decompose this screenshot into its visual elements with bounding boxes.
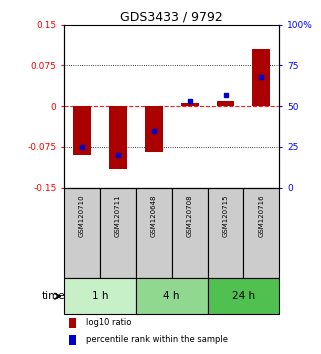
Bar bbox=[109, 106, 127, 169]
Bar bbox=[136, 278, 208, 314]
Text: 4 h: 4 h bbox=[163, 291, 180, 301]
Bar bbox=[145, 106, 163, 152]
Bar bbox=[100, 188, 136, 278]
Bar bbox=[243, 188, 279, 278]
Bar bbox=[68, 335, 76, 345]
Text: GSM120711: GSM120711 bbox=[115, 195, 121, 238]
Text: log10 ratio: log10 ratio bbox=[86, 319, 131, 327]
Bar bbox=[136, 188, 172, 278]
Bar bbox=[252, 49, 270, 106]
Text: 1 h: 1 h bbox=[92, 291, 108, 301]
Bar bbox=[172, 188, 208, 278]
Text: GSM120715: GSM120715 bbox=[222, 195, 229, 238]
Text: percentile rank within the sample: percentile rank within the sample bbox=[86, 336, 228, 344]
Text: time: time bbox=[41, 291, 65, 301]
Bar bbox=[73, 106, 91, 155]
Bar bbox=[217, 101, 234, 106]
Text: GSM120708: GSM120708 bbox=[187, 195, 193, 238]
Text: 24 h: 24 h bbox=[232, 291, 255, 301]
Bar bbox=[68, 318, 76, 328]
Text: GSM120716: GSM120716 bbox=[258, 195, 265, 238]
Title: GDS3433 / 9792: GDS3433 / 9792 bbox=[120, 11, 223, 24]
Text: GSM120710: GSM120710 bbox=[79, 195, 85, 238]
Bar bbox=[64, 188, 100, 278]
Text: GSM120648: GSM120648 bbox=[151, 195, 157, 238]
Bar bbox=[64, 278, 136, 314]
Bar bbox=[208, 188, 243, 278]
Bar bbox=[181, 103, 199, 106]
Bar bbox=[208, 278, 279, 314]
